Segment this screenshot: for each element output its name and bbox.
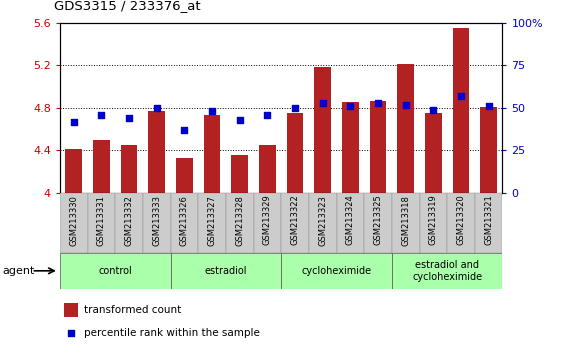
Bar [392, 253, 502, 289]
Text: estradiol: estradiol [204, 266, 247, 276]
Point [318, 100, 327, 106]
Bar [121, 145, 138, 193]
Bar [480, 107, 497, 193]
Bar [282, 193, 309, 253]
Point [152, 105, 162, 111]
Bar [148, 111, 165, 193]
Bar [198, 193, 226, 253]
Bar [87, 193, 115, 253]
Text: GSM213320: GSM213320 [456, 195, 465, 245]
Text: GSM213331: GSM213331 [97, 195, 106, 246]
Bar [392, 193, 420, 253]
Point [346, 103, 355, 109]
Point [263, 112, 272, 118]
Bar [287, 113, 303, 193]
Point [124, 115, 134, 121]
Bar [420, 193, 447, 253]
Text: GSM213327: GSM213327 [208, 195, 216, 246]
Bar [115, 193, 143, 253]
Text: GSM213330: GSM213330 [69, 195, 78, 246]
Point [69, 119, 78, 124]
Bar [254, 193, 282, 253]
Text: GSM213326: GSM213326 [180, 195, 189, 246]
Bar [171, 193, 198, 253]
Text: GSM213329: GSM213329 [263, 195, 272, 245]
Text: cycloheximide: cycloheximide [301, 266, 372, 276]
Point [429, 107, 438, 113]
Bar [231, 155, 248, 193]
Point [180, 127, 189, 133]
Bar [259, 145, 276, 193]
Bar [315, 67, 331, 193]
Bar [171, 253, 282, 289]
Bar [60, 193, 87, 253]
Bar [143, 193, 171, 253]
Bar [226, 193, 254, 253]
Point [291, 105, 300, 111]
Bar [364, 193, 392, 253]
Text: GSM213324: GSM213324 [346, 195, 355, 245]
Text: GSM213321: GSM213321 [484, 195, 493, 245]
Text: transformed count: transformed count [85, 305, 182, 315]
Bar [176, 158, 193, 193]
Point [66, 330, 75, 336]
Text: GDS3315 / 233376_at: GDS3315 / 233376_at [54, 0, 201, 12]
Bar [282, 253, 392, 289]
Text: estradiol and
cycloheximide: estradiol and cycloheximide [412, 260, 482, 282]
Point [207, 109, 216, 114]
Text: GSM213318: GSM213318 [401, 195, 410, 246]
Bar [66, 149, 82, 193]
Bar [425, 113, 441, 193]
Bar [475, 193, 502, 253]
Point [401, 102, 410, 107]
Bar [397, 64, 414, 193]
Text: GSM213328: GSM213328 [235, 195, 244, 246]
Text: agent: agent [3, 266, 35, 276]
Text: GSM213333: GSM213333 [152, 195, 161, 246]
Bar [309, 193, 336, 253]
Bar [342, 102, 359, 193]
Text: GSM213323: GSM213323 [318, 195, 327, 246]
Text: GSM213319: GSM213319 [429, 195, 438, 245]
Point [97, 112, 106, 118]
Point [456, 93, 465, 99]
Point [484, 103, 493, 109]
Text: GSM213322: GSM213322 [291, 195, 300, 245]
Bar [453, 28, 469, 193]
Point [235, 117, 244, 123]
Bar [204, 115, 220, 193]
Bar [65, 303, 78, 317]
Text: percentile rank within the sample: percentile rank within the sample [85, 328, 260, 338]
Bar [93, 140, 110, 193]
Bar [370, 101, 387, 193]
Point [373, 100, 383, 106]
Bar [336, 193, 364, 253]
Text: GSM213325: GSM213325 [373, 195, 383, 245]
Bar [60, 253, 171, 289]
Bar [447, 193, 475, 253]
Text: GSM213332: GSM213332 [124, 195, 134, 246]
Text: control: control [98, 266, 132, 276]
